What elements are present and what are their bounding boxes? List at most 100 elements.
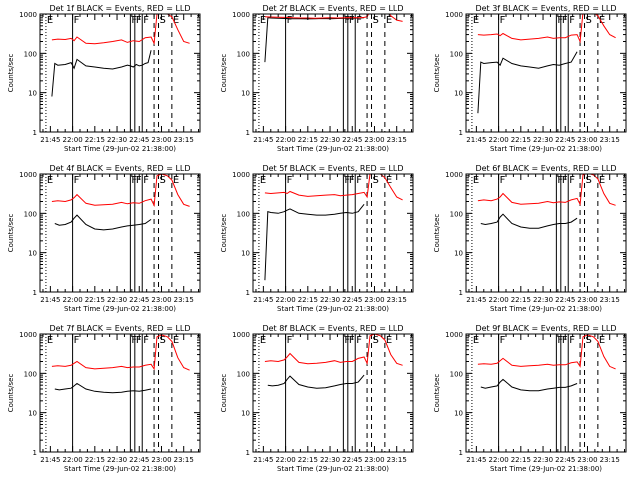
marker-label: E xyxy=(386,175,392,186)
x-tick-label: 22:00 xyxy=(62,296,82,304)
x-tick-label: 22:00 xyxy=(488,456,508,464)
marker-label: F xyxy=(136,15,142,26)
x-tick-label: 22:00 xyxy=(62,136,82,144)
x-tick-label: 23:15 xyxy=(387,136,407,144)
x-tick-label: 22:00 xyxy=(275,456,295,464)
marker-label: F xyxy=(143,335,149,346)
plot-frame xyxy=(252,333,414,453)
y-tick-label: 1000 xyxy=(445,171,463,179)
chart-title: Det 5f BLACK = Events, RED = LLD xyxy=(262,164,403,173)
y-tick-label: 100 xyxy=(450,370,463,378)
plot-frame xyxy=(252,173,414,293)
x-tick-label: 22:45 xyxy=(129,456,149,464)
marker-label: E xyxy=(473,175,479,186)
plot-frame xyxy=(252,13,414,133)
marker-label: F xyxy=(562,335,568,346)
x-tick-label: 22:00 xyxy=(488,136,508,144)
y-tick-label: 1 xyxy=(33,129,37,137)
x-tick-label: 22:45 xyxy=(342,296,362,304)
y-tick-label: 10 xyxy=(28,90,37,98)
marker-label: F xyxy=(569,335,575,346)
y-axis-label: Counts/sec xyxy=(7,54,15,93)
x-tick-label: 21:45 xyxy=(253,456,273,464)
marker-label: F xyxy=(74,175,80,186)
marker-label: F xyxy=(569,15,575,26)
x-tick-label: 22:45 xyxy=(129,136,149,144)
y-tick-label: 100 xyxy=(24,210,37,218)
x-tick-label: 22:15 xyxy=(298,456,318,464)
chart-title: Det 7f BLACK = Events, RED = LLD xyxy=(49,324,190,333)
chart-title: Det 1f BLACK = Events, RED = LLD xyxy=(49,4,190,13)
marker-label: E xyxy=(173,15,179,26)
x-tick-label: 22:45 xyxy=(342,456,362,464)
marker-label: F xyxy=(349,335,355,346)
y-tick-label: 1 xyxy=(246,449,250,457)
x-axis-label: Start Time (29-Jun-02 21:38:00) xyxy=(277,305,389,313)
x-tick-label: 22:15 xyxy=(298,136,318,144)
marker-label: F xyxy=(349,15,355,26)
y-axis-label: Counts/sec xyxy=(220,214,228,253)
y-tick-label: 100 xyxy=(237,210,250,218)
marker-label: E xyxy=(599,335,605,346)
y-tick-label: 10 xyxy=(241,90,250,98)
marker-label: E xyxy=(47,175,53,186)
series-events xyxy=(51,50,152,97)
x-tick-label: 22:30 xyxy=(533,136,553,144)
series-lld xyxy=(51,334,190,371)
marker-label: F xyxy=(562,175,568,186)
plot-frame xyxy=(39,333,201,453)
x-tick-label: 22:15 xyxy=(85,296,105,304)
y-tick-label: 100 xyxy=(237,50,250,58)
chart-title: Det 6f BLACK = Events, RED = LLD xyxy=(475,164,616,173)
series-lld xyxy=(264,174,403,201)
marker-label: F xyxy=(143,175,149,186)
x-tick-label: 23:00 xyxy=(364,456,384,464)
y-axis-label: Counts/sec xyxy=(7,214,15,253)
y-tick-label: 1 xyxy=(459,129,463,137)
plot-frame xyxy=(465,13,627,133)
marker-label: F xyxy=(74,15,80,26)
y-tick-label: 1000 xyxy=(445,331,463,339)
chart-title: Det 9f BLACK = Events, RED = LLD xyxy=(475,324,616,333)
x-tick-label: 22:00 xyxy=(275,296,295,304)
x-tick-label: 23:15 xyxy=(600,136,620,144)
y-axis-label: Counts/sec xyxy=(7,374,15,413)
x-tick-label: 21:45 xyxy=(40,456,60,464)
marker-label: E xyxy=(47,15,53,26)
marker-label: F xyxy=(356,335,362,346)
x-axis-label: Start Time (29-Jun-02 21:38:00) xyxy=(277,145,389,153)
x-tick-label: 23:00 xyxy=(151,136,171,144)
marker-label: S xyxy=(373,335,379,346)
series-events xyxy=(480,213,578,229)
x-axis-label: Start Time (29-Jun-02 21:38:00) xyxy=(277,465,389,473)
x-tick-label: 22:30 xyxy=(533,296,553,304)
chart-title: Det 8f BLACK = Events, RED = LLD xyxy=(262,324,403,333)
y-axis-label: Counts/sec xyxy=(220,54,228,93)
marker-label: F xyxy=(562,15,568,26)
x-tick-label: 23:15 xyxy=(387,296,407,304)
x-tick-label: 22:45 xyxy=(555,456,575,464)
marker-label: F xyxy=(356,175,362,186)
marker-label: E xyxy=(260,335,266,346)
series-lld xyxy=(477,334,616,370)
marker-label: E xyxy=(599,175,605,186)
x-tick-label: 23:00 xyxy=(577,456,597,464)
x-tick-label: 23:00 xyxy=(364,296,384,304)
y-tick-label: 1000 xyxy=(445,11,463,19)
marker-label: E xyxy=(386,15,392,26)
x-tick-label: 22:15 xyxy=(511,136,531,144)
x-tick-label: 23:00 xyxy=(151,456,171,464)
y-tick-label: 1 xyxy=(459,449,463,457)
y-tick-label: 10 xyxy=(454,410,463,418)
y-tick-label: 1 xyxy=(459,289,463,297)
y-tick-label: 10 xyxy=(28,410,37,418)
x-tick-label: 22:15 xyxy=(511,456,531,464)
y-tick-label: 1000 xyxy=(232,11,250,19)
x-tick-label: 22:00 xyxy=(62,456,82,464)
marker-label: E xyxy=(173,175,179,186)
